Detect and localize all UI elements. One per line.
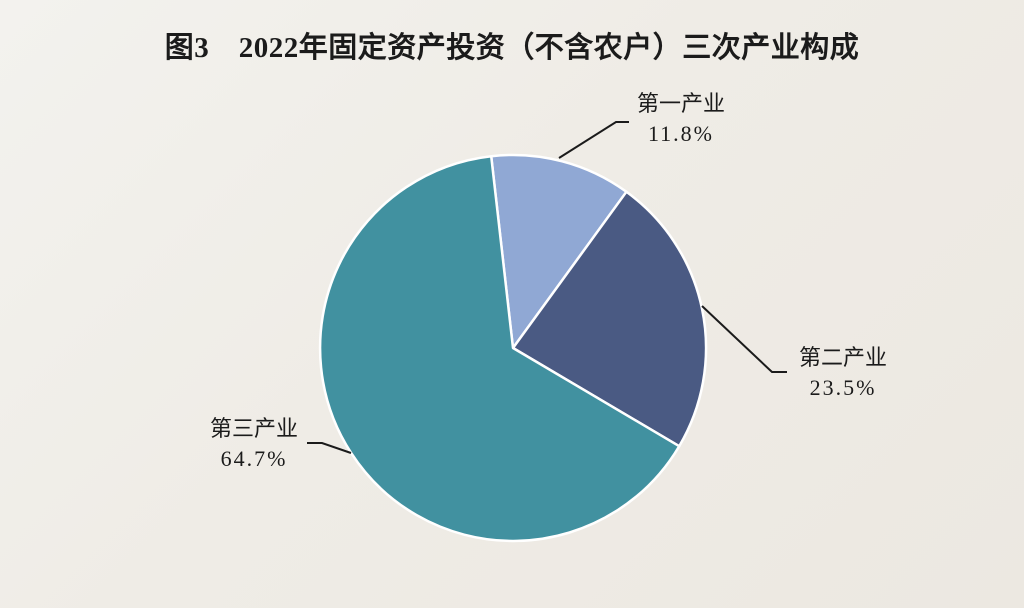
slice-percent-text: 64.7% [220,446,288,471]
leader-line-第一产业 [558,121,629,159]
slice-label-第一产业: 第一产业 11.8% [637,89,725,149]
leader-line-第三产业 [307,442,352,454]
chart-title: 图3 2022年固定资产投资（不含农户）三次产业构成 [164,32,860,64]
slice-name-text: 第二产业 [798,345,888,370]
pie-slice-第一产业 [489,153,628,350]
slice-name-text: 第一产业 [636,91,726,116]
slice-percent-text: 11.8% [647,121,715,146]
slice-name-text: 第三产业 [209,416,299,441]
leader-line-第二产业 [701,305,787,373]
slice-label-第二产业: 第二产业 23.5% [799,343,887,403]
slice-percent-text: 23.5% [809,375,877,400]
slice-label-第三产业: 第三产业 64.7% [210,414,298,474]
pie-slice-第二产业 [511,190,708,448]
pie-slice-第三产业 [318,154,681,543]
